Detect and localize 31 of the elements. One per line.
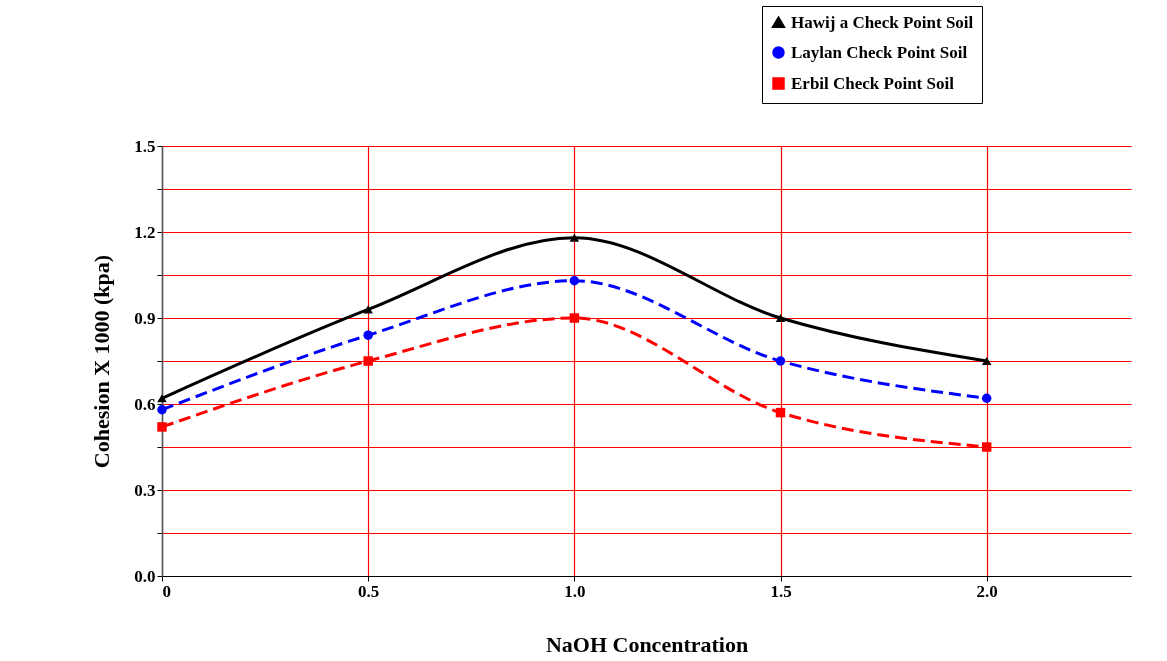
x-tick-label: 0.5 [358, 581, 380, 601]
point [775, 407, 786, 418]
legend-label: Laylan Check Point Soil [791, 42, 968, 62]
point [981, 442, 992, 452]
point [569, 313, 580, 323]
point [363, 330, 373, 340]
y-tick-label: 0.0 [134, 566, 156, 586]
point [569, 276, 580, 286]
point [157, 405, 167, 415]
y-tick-label: 1.5 [134, 136, 156, 156]
legend-label: Hawij a Check Point Soil [791, 12, 974, 32]
x-axis-title: NaOH Concentration [545, 631, 749, 657]
y-tick-label: 1.2 [134, 222, 156, 242]
point [363, 356, 373, 366]
point [157, 394, 167, 403]
x-tick-label: 2.0 [976, 581, 998, 601]
y-axis-title: Cohesion X 1000 (kpa) [89, 254, 115, 469]
point [569, 233, 580, 242]
y-tick-label: 0.3 [134, 480, 156, 500]
point [157, 422, 167, 432]
point [981, 356, 992, 366]
point [363, 305, 373, 314]
y-tick-label: 0.9 [134, 308, 156, 328]
x-tick-label: 0 [162, 581, 171, 601]
legend-label: Erbil Check Point Soil [791, 73, 955, 93]
point [981, 393, 992, 403]
point [775, 356, 786, 366]
point [775, 313, 786, 323]
x-tick-label: 1.0 [564, 581, 586, 601]
y-tick-label: 0.6 [134, 394, 156, 414]
x-tick-label: 1.5 [770, 581, 792, 601]
